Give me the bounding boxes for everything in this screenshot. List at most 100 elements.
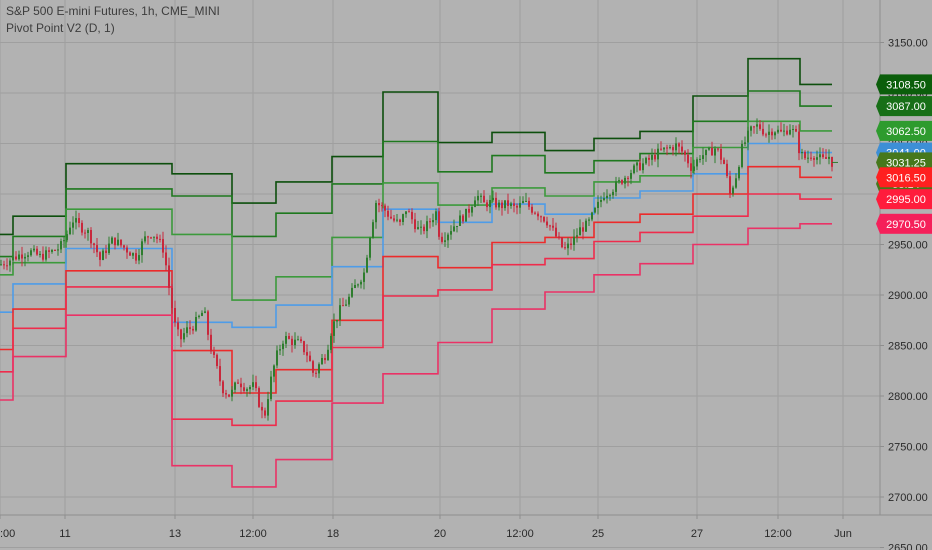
x-tick-label: 18 [327, 528, 339, 540]
candle-body [108, 243, 110, 253]
candle-body [573, 236, 575, 245]
x-tick-label: Jun [834, 528, 852, 540]
candle-body [663, 147, 665, 150]
pivot-line-r3 [0, 57, 832, 236]
y-tick-label: 2750.00 [888, 442, 928, 454]
candle-body [420, 226, 422, 228]
candle-body [165, 252, 167, 266]
candle-body [819, 154, 821, 158]
x-tick-label: 12:00 [239, 528, 267, 540]
candle-body [453, 226, 455, 232]
candle-body [522, 201, 524, 204]
candle-body [339, 305, 341, 320]
candle-body [390, 216, 392, 219]
candle-body [828, 156, 830, 159]
candle-body [684, 151, 686, 155]
candle-body [246, 389, 248, 391]
candle-body [168, 265, 170, 288]
candle-body [531, 206, 533, 213]
candle-body [489, 200, 491, 208]
candle-body [687, 154, 689, 164]
candle-body [660, 148, 662, 150]
price-badge-label: 3031.25 [886, 157, 926, 169]
candle-body [177, 322, 179, 330]
candle-body [189, 327, 191, 329]
candle-body [720, 149, 722, 160]
candle-body [294, 339, 296, 346]
candle-body [780, 129, 782, 132]
y-tick-label: 2950.00 [888, 240, 928, 252]
price-badge: 2970.50 [876, 213, 932, 234]
candle-body [99, 252, 101, 260]
candle-body [630, 173, 632, 179]
candle-body [576, 235, 578, 237]
candle-body [675, 143, 677, 151]
y-tick-label: 3150.00 [888, 38, 928, 50]
candle-body [150, 237, 152, 239]
candle-body [57, 249, 59, 251]
candle-body [318, 364, 320, 374]
candle-body [627, 177, 629, 179]
x-tick-label: 12:00 [764, 528, 792, 540]
price-badge-bg [880, 189, 932, 210]
price-badge-bg [880, 96, 932, 117]
candle-body [432, 220, 434, 223]
candle-body [414, 219, 416, 230]
candle-body [63, 240, 65, 242]
candle-body [609, 195, 611, 197]
candle-body [219, 366, 221, 382]
candle-body [360, 281, 362, 285]
candle-body [798, 131, 800, 154]
candle-body [537, 213, 539, 217]
candle-body [279, 349, 281, 351]
candle-body [597, 201, 599, 208]
candle-body [723, 159, 725, 164]
candle-body [588, 219, 590, 221]
candle-body [210, 334, 212, 352]
candle-body [285, 336, 287, 344]
candle-body [9, 260, 11, 266]
candle-body [801, 152, 803, 154]
candle-body [672, 147, 674, 151]
candle-body [369, 238, 371, 258]
candle-body [477, 195, 479, 201]
candle-body [450, 231, 452, 235]
candle-body [306, 352, 308, 356]
price-badge-arrow [876, 213, 880, 234]
candle-body [708, 148, 710, 150]
candle-body [795, 129, 797, 132]
candle-body [705, 149, 707, 156]
candle-body [429, 221, 431, 223]
candle-body [93, 243, 95, 246]
candle-body [333, 321, 335, 336]
candle-body [447, 234, 449, 241]
indicator-label[interactable]: Pivot Point V2 (D, 1) [6, 21, 115, 35]
candle-body [81, 222, 83, 233]
price-badge: 2995.00 [876, 189, 932, 210]
candle-body [468, 208, 470, 213]
candle-body [402, 214, 404, 222]
candle-body [132, 253, 134, 256]
candle-body [66, 234, 68, 241]
candle-body [240, 383, 242, 388]
candle-body [738, 167, 740, 179]
pivot-line-r2 [0, 90, 832, 258]
candle-body [195, 317, 197, 331]
price-badge-label: 3087.00 [886, 101, 926, 113]
candle-body [777, 129, 779, 133]
time-axis[interactable]: :00 11 13 12:00 18 20 12:00 25 27 12:00 Jun [0, 515, 852, 540]
candle-body [699, 158, 701, 160]
candle-body [621, 180, 623, 184]
price-badge-arrow [876, 152, 880, 173]
x-tick-label: 11 [59, 528, 70, 540]
x-tick-label: 12:00 [506, 528, 534, 540]
candle-body [696, 159, 698, 167]
candle-body [159, 238, 161, 240]
candle-body [102, 250, 104, 260]
price-badge-arrow [876, 167, 880, 188]
candle-body [75, 218, 77, 223]
candle-body [543, 216, 545, 222]
candle-body [411, 211, 413, 220]
candle-body [399, 219, 401, 222]
candle-body [330, 335, 332, 350]
